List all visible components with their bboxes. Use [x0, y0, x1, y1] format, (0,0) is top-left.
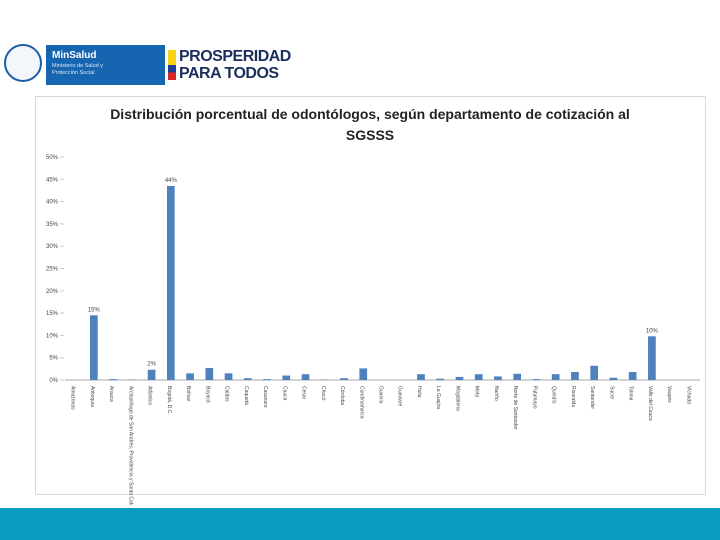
- x-tick-label: Quindío: [551, 386, 557, 404]
- ministry-subtitle: Ministerio de Salud y Protección Social: [52, 63, 104, 76]
- x-tick-label: Córdoba: [339, 386, 345, 405]
- bar: [90, 315, 98, 380]
- bar: [628, 371, 637, 380]
- y-tick-label: 10%: [46, 333, 59, 339]
- bar: [243, 378, 252, 380]
- y-tick-label: 20%: [46, 289, 59, 295]
- bar: [513, 373, 522, 380]
- y-tick-label: 40%: [46, 200, 59, 206]
- value-label: 44%: [165, 178, 178, 184]
- bar: [494, 376, 502, 380]
- bar: [417, 374, 425, 380]
- x-tick-label: Bolívar: [185, 386, 191, 402]
- bar: [474, 374, 483, 380]
- value-label: 10%: [646, 328, 659, 334]
- x-tick-label: La Guajira: [435, 386, 441, 409]
- y-tick-label: 5%: [49, 356, 58, 362]
- bar: [263, 379, 271, 380]
- x-tick-label: Santander: [589, 386, 595, 409]
- x-tick-label: Arauca: [108, 386, 114, 402]
- x-tick-label: Vaupés: [666, 386, 672, 403]
- x-tick-label: Huila: [416, 386, 422, 398]
- chart-frame: [35, 96, 706, 495]
- x-tick-label: Meta: [474, 386, 480, 397]
- chart: 0% 5% 10% 15% 20% 25% 30% 35% 40% 45% 50% Amazonas A…: [46, 155, 700, 505]
- y-tick-label: 35%: [46, 222, 59, 228]
- x-tick-label: Bogotá, D.C.: [166, 386, 172, 415]
- x-tick-label: Guainía: [378, 386, 384, 404]
- bar: [590, 365, 599, 380]
- x-tick-label: Cesar: [301, 386, 307, 400]
- x-tick-label: Caldas: [224, 386, 230, 402]
- x-tick-label: Boyacá: [204, 386, 210, 403]
- y-tick-label: 30%: [46, 244, 59, 250]
- bar: [571, 371, 579, 380]
- x-tick-label: Cundinamarca: [358, 386, 364, 419]
- slogan-line1: PROSPERIDAD: [179, 48, 291, 65]
- bar: [224, 373, 233, 380]
- shield-icon: [4, 44, 42, 82]
- bar: [282, 375, 291, 380]
- x-tick-label: Guaviare: [397, 386, 403, 407]
- logo-box: MinSalud Ministerio de Salud y Protecció…: [0, 42, 165, 86]
- ministry-panel: MinSalud Ministerio de Salud y Protecció…: [46, 45, 165, 85]
- bar: [359, 368, 368, 380]
- x-tick-label: Nariño: [493, 386, 499, 401]
- bar: [205, 367, 214, 380]
- x-tick-label: Casanare: [262, 386, 268, 408]
- x-tick-label: Atlántico: [147, 386, 153, 405]
- bar: [186, 373, 194, 380]
- y-tick-label: 0%: [49, 378, 58, 384]
- x-tick-label: Amazonas: [70, 386, 76, 410]
- y-tick-label: 50%: [46, 155, 59, 161]
- slogan-logo: PROSPERIDAD PARA TODOS: [168, 48, 308, 84]
- ministry-name: MinSalud: [52, 50, 97, 61]
- x-tick-label: Tolima: [628, 386, 634, 401]
- y-tick-label: 15%: [46, 311, 59, 317]
- bar: [648, 336, 656, 380]
- x-tick-label: Cauca: [281, 386, 287, 401]
- x-tick-label: Norte de Santander: [512, 386, 518, 430]
- y-tick-label: 45%: [46, 177, 59, 183]
- bar: [551, 374, 560, 380]
- x-tick-label: Vichada: [685, 386, 691, 404]
- bar: [436, 378, 445, 380]
- bar: [340, 378, 348, 380]
- y-tick-label: 25%: [46, 267, 59, 273]
- footer-bar: [0, 508, 720, 540]
- bar: [147, 369, 156, 380]
- x-tick-label: Caquetá: [243, 386, 249, 405]
- bar: [166, 185, 175, 380]
- bar: [609, 377, 618, 380]
- x-tick-label: Valle del Cauca: [647, 386, 653, 421]
- x-tick-label: Chocó: [320, 386, 326, 401]
- value-label: 2%: [147, 362, 156, 368]
- bar: [301, 374, 310, 380]
- flag-mark: [168, 50, 176, 80]
- x-tick-label: Magdalena: [454, 386, 460, 411]
- value-label: 15%: [88, 307, 101, 313]
- chart-title: Distribución porcentual de odontólogos, …: [110, 106, 630, 143]
- bar: [109, 379, 117, 380]
- x-tick-label: Putumayo: [531, 386, 537, 409]
- x-tick-label: Risaralda: [570, 386, 576, 407]
- x-tick-label: Antioquia: [89, 386, 95, 407]
- slogan-line2: PARA TODOS: [179, 65, 279, 82]
- bar: [532, 379, 541, 380]
- x-tick-label: Sucre: [608, 386, 614, 399]
- bar: [455, 376, 464, 380]
- x-tick-label: Archipiélago de San Andrés, Providencia …: [127, 386, 133, 505]
